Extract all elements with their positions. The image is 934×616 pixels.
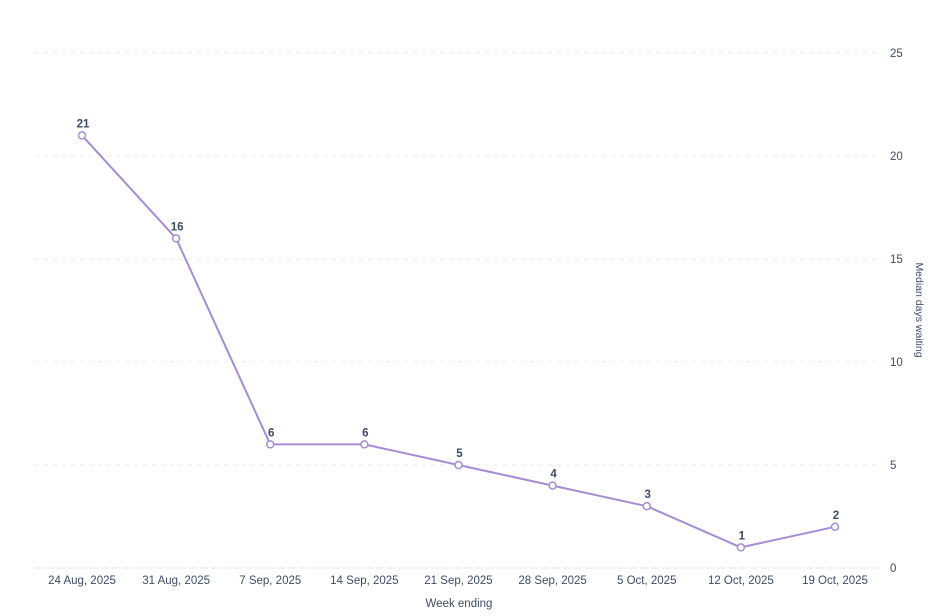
data-point-marker[interactable] [830, 522, 840, 532]
data-point-marker[interactable] [77, 131, 87, 140]
data-point-label: 6 [362, 427, 368, 439]
y-tick-label: 5 [890, 460, 896, 472]
data-point-marker[interactable] [454, 460, 463, 470]
data-point-marker[interactable] [548, 481, 557, 490]
y-tick-label: 0 [890, 563, 896, 575]
y-axis-tick-labels: 0 5 10 15 20 25 [890, 48, 903, 575]
x-axis-title: Week ending [426, 598, 493, 610]
x-tick-label: 7 Sep, 2025 [239, 575, 301, 587]
data-point-markers [77, 131, 840, 552]
data-point-label: 2 [833, 510, 839, 522]
data-point-marker[interactable] [642, 501, 651, 511]
data-point-marker[interactable] [360, 440, 369, 449]
gridlines [35, 52, 878, 569]
x-tick-label: 28 Sep, 2025 [518, 575, 586, 587]
y-tick-label: 20 [890, 151, 903, 163]
y-tick-label: 25 [890, 48, 903, 60]
x-tick-label: 31 Aug, 2025 [142, 575, 210, 587]
series-line [81, 134, 836, 549]
data-point-marker[interactable] [266, 440, 275, 449]
x-axis-tick-labels: 24 Aug, 2025 31 Aug, 2025 7 Sep, 2025 14 Se… [48, 575, 868, 587]
y-axis-title: Median days waiting [913, 262, 925, 357]
data-point-label: 21 [77, 118, 90, 130]
data-point-label: 16 [171, 221, 184, 233]
data-point-label: 5 [456, 448, 463, 460]
x-tick-label: 24 Aug, 2025 [48, 575, 116, 587]
y-tick-label: 10 [890, 357, 903, 369]
x-tick-label: 19 Oct, 2025 [802, 575, 868, 587]
y-tick-label: 15 [890, 254, 903, 266]
data-point-label: 4 [550, 469, 557, 481]
x-tick-label: 12 Oct, 2025 [708, 575, 774, 587]
data-point-marker[interactable] [171, 234, 181, 243]
data-point-label: 3 [645, 489, 651, 501]
data-point-marker[interactable] [736, 543, 746, 552]
data-point-label: 6 [268, 427, 274, 439]
data-point-labels: 21 16 6 6 5 4 3 1 2 [77, 118, 840, 542]
data-point-label: 1 [739, 530, 746, 542]
x-tick-label: 5 Oct, 2025 [617, 575, 676, 587]
x-tick-label: 14 Sep, 2025 [330, 575, 398, 587]
x-tick-label: 21 Sep, 2025 [424, 575, 492, 587]
